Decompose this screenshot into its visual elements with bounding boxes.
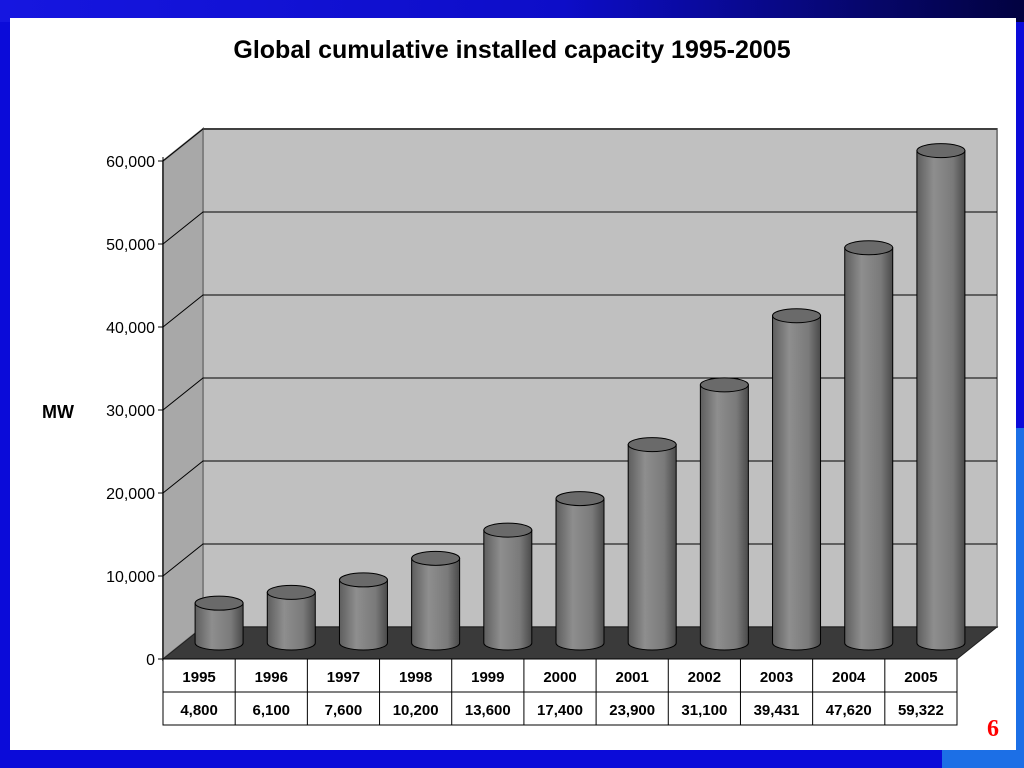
y-tick-label: 10,000 <box>106 569 155 586</box>
bar-top <box>338 572 388 588</box>
bar-body <box>411 557 461 651</box>
data-label: 39,431 <box>754 702 800 719</box>
bar-top <box>699 377 749 393</box>
x-tick-label: 2005 <box>904 669 937 686</box>
y-axis-label: MW <box>42 402 74 422</box>
bar <box>627 437 677 651</box>
bar-top <box>266 584 316 600</box>
bar <box>916 143 966 651</box>
data-label: 59,322 <box>898 702 944 719</box>
bar <box>194 595 244 651</box>
bar-body <box>266 591 316 651</box>
y-tick-label: 50,000 <box>106 237 155 254</box>
data-label: 23,900 <box>609 702 655 719</box>
data-label: 31,100 <box>681 702 727 719</box>
chart-title: Global cumulative installed capacity 199… <box>233 36 791 64</box>
y-tick-label: 20,000 <box>106 486 155 503</box>
bar-top <box>555 491 605 507</box>
x-tick-label: 2002 <box>688 669 721 686</box>
bar-body <box>699 384 749 651</box>
bar <box>266 584 316 651</box>
bar-body <box>555 498 605 651</box>
x-tick-label: 2004 <box>832 669 866 686</box>
data-table: 1995 4,800 1996 6,100 1997 7,600 1998 10,200 199… <box>162 658 958 726</box>
bar <box>555 491 605 651</box>
bar <box>338 572 388 651</box>
x-tick-label: 1997 <box>327 669 360 686</box>
y-tick-label: 40,000 <box>106 320 155 337</box>
bar <box>772 308 822 651</box>
bar-top <box>483 522 533 538</box>
gridline <box>162 128 997 162</box>
gridline <box>162 211 997 245</box>
data-label: 13,600 <box>465 702 511 719</box>
x-tick-label: 1999 <box>471 669 504 686</box>
page-number: 6 <box>987 716 999 742</box>
bar <box>483 522 533 651</box>
y-tick-label: 60,000 <box>106 154 155 171</box>
bar <box>411 550 461 651</box>
bar-top <box>916 143 966 159</box>
bar-top <box>844 240 894 256</box>
data-label: 7,600 <box>325 702 363 719</box>
bar-body <box>844 247 894 651</box>
bar <box>699 377 749 651</box>
x-tick-label: 2003 <box>760 669 793 686</box>
bar-top <box>772 308 822 324</box>
chart-bars <box>194 143 966 651</box>
data-label: 10,200 <box>393 702 439 719</box>
bar-top <box>411 550 461 566</box>
y-tick-label: 30,000 <box>106 403 155 420</box>
x-tick-label: 1995 <box>182 669 215 686</box>
bar-top <box>194 595 244 611</box>
bar-body <box>627 444 677 651</box>
x-tick-label: 2001 <box>615 669 648 686</box>
data-label: 17,400 <box>537 702 583 719</box>
bar-body <box>772 315 822 651</box>
bar-body <box>338 579 388 651</box>
gridline <box>162 294 997 328</box>
data-label: 6,100 <box>252 702 290 719</box>
x-tick-label: 1996 <box>255 669 288 686</box>
bar <box>844 240 894 651</box>
bar-body <box>483 529 533 651</box>
x-tick-label: 1998 <box>399 669 432 686</box>
x-tick-label: 2000 <box>543 669 576 686</box>
slide-top-band <box>0 0 1024 22</box>
bar-top <box>627 437 677 453</box>
y-tick-label: 0 <box>146 652 155 669</box>
bar-body <box>916 150 966 651</box>
data-label: 4,800 <box>180 702 218 719</box>
bar-body <box>194 602 244 651</box>
data-label: 47,620 <box>826 702 872 719</box>
